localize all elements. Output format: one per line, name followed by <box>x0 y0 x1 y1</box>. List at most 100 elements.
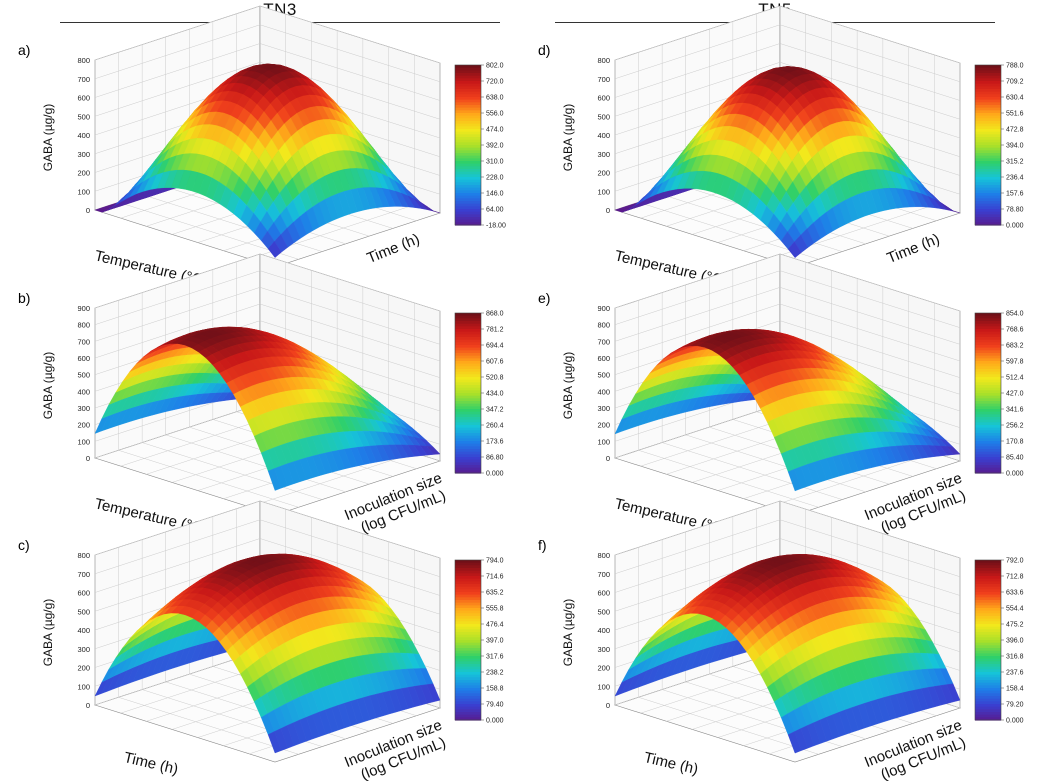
z-tick-label: 500 <box>77 607 90 616</box>
colorbar-band <box>455 618 481 622</box>
colorbar-band <box>455 150 481 154</box>
grid-line <box>614 538 781 593</box>
colorbar-band <box>455 161 481 165</box>
colorbar-band <box>455 145 481 149</box>
colorbar-tick-label: 551.6 <box>1006 111 1024 118</box>
colorbar-band <box>975 650 1001 654</box>
colorbar-band <box>975 395 1001 399</box>
colorbar-band <box>975 150 1001 154</box>
panel-label: b) <box>18 290 30 306</box>
grid-line <box>259 500 441 559</box>
colorbar-band <box>975 185 1001 189</box>
panel-label: d) <box>538 42 550 58</box>
colorbar-band <box>455 169 481 173</box>
z-tick-label: 0 <box>606 701 610 710</box>
colorbar-band <box>455 568 481 572</box>
colorbar-band <box>455 110 481 114</box>
colorbar-tick-label: 173.6 <box>486 439 504 446</box>
colorbar-band <box>455 467 481 471</box>
colorbar-band <box>975 457 1001 461</box>
colorbar-band <box>455 403 481 407</box>
grid-line <box>259 5 441 64</box>
colorbar-band <box>455 664 481 668</box>
colorbar-tick-label: 0.000 <box>486 471 504 478</box>
colorbar-band <box>975 467 1001 471</box>
grid-line <box>94 24 261 79</box>
colorbar-band <box>455 653 481 657</box>
colorbar-band <box>455 89 481 93</box>
colorbar-tick-label: 597.8 <box>1006 359 1024 366</box>
colorbar: 854.0768.6683.2597.8512.4427.0341.6256.2… <box>974 311 1024 478</box>
grid-line <box>259 320 441 378</box>
colorbar-band <box>455 331 481 335</box>
colorbar-band <box>975 714 1001 718</box>
colorbar-band <box>975 315 1001 319</box>
colorbar-band <box>975 366 1001 370</box>
colorbar-band <box>975 89 1001 93</box>
colorbar-band <box>975 401 1001 405</box>
colorbar-band <box>975 193 1001 197</box>
colorbar-band <box>455 321 481 325</box>
z-tick-label: 700 <box>77 337 90 346</box>
colorbar-band <box>975 390 1001 394</box>
colorbar-band <box>975 584 1001 588</box>
panel-label: a) <box>18 42 30 58</box>
z-tick-label: 900 <box>597 304 610 313</box>
colorbar-band <box>975 672 1001 676</box>
colorbar-band <box>975 86 1001 90</box>
surface-mesh <box>94 63 441 258</box>
colorbar-band <box>975 350 1001 354</box>
grid-line <box>249 452 415 508</box>
colorbar-band <box>975 411 1001 415</box>
colorbar-band <box>975 698 1001 702</box>
z-tick-label: 0 <box>86 206 90 215</box>
colorbar-band <box>455 185 481 189</box>
z-tick-label: 300 <box>597 404 610 413</box>
colorbar-band <box>975 629 1001 633</box>
colorbar-band <box>975 589 1001 593</box>
colorbar-band <box>455 690 481 694</box>
colorbar-band <box>975 446 1001 450</box>
colorbar-band <box>455 123 481 127</box>
colorbar-band <box>975 313 1001 317</box>
x-axis-title: Time (h) <box>122 749 180 778</box>
grid-line <box>638 450 819 508</box>
colorbar-band <box>975 67 1001 71</box>
colorbar-band <box>975 592 1001 596</box>
colorbar-band <box>975 363 1001 367</box>
colorbar-band <box>455 187 481 191</box>
colorbar-band <box>975 115 1001 119</box>
colorbar-band <box>455 672 481 676</box>
colorbar-band <box>975 318 1001 322</box>
z-tick-label: 0 <box>606 454 610 463</box>
colorbar-band <box>975 425 1001 429</box>
colorbar-band <box>455 334 481 338</box>
colorbar-band <box>975 602 1001 606</box>
colorbar-band <box>455 706 481 710</box>
colorbar-band <box>975 139 1001 143</box>
grid-line <box>779 5 961 64</box>
colorbar-band <box>975 179 1001 183</box>
z-tick-label: 600 <box>77 354 90 363</box>
colorbar-tick-label: 256.2 <box>1006 423 1024 430</box>
colorbar-band <box>455 369 481 373</box>
colorbar-band <box>455 78 481 82</box>
colorbar-band <box>975 632 1001 636</box>
colorbar-band <box>455 97 481 101</box>
z-tick-label: 800 <box>77 321 90 330</box>
colorbar-band <box>455 142 481 146</box>
colorbar-band <box>455 115 481 119</box>
z-tick-label: 200 <box>77 169 90 178</box>
colorbar-band <box>455 451 481 455</box>
grid-line <box>94 5 261 61</box>
grid-line <box>259 253 441 312</box>
colorbar-band <box>975 129 1001 133</box>
colorbar-band <box>975 353 1001 357</box>
colorbar-band <box>455 171 481 175</box>
z-tick-label: 500 <box>77 112 90 121</box>
colorbar-band <box>975 658 1001 662</box>
colorbar-band <box>975 470 1001 474</box>
